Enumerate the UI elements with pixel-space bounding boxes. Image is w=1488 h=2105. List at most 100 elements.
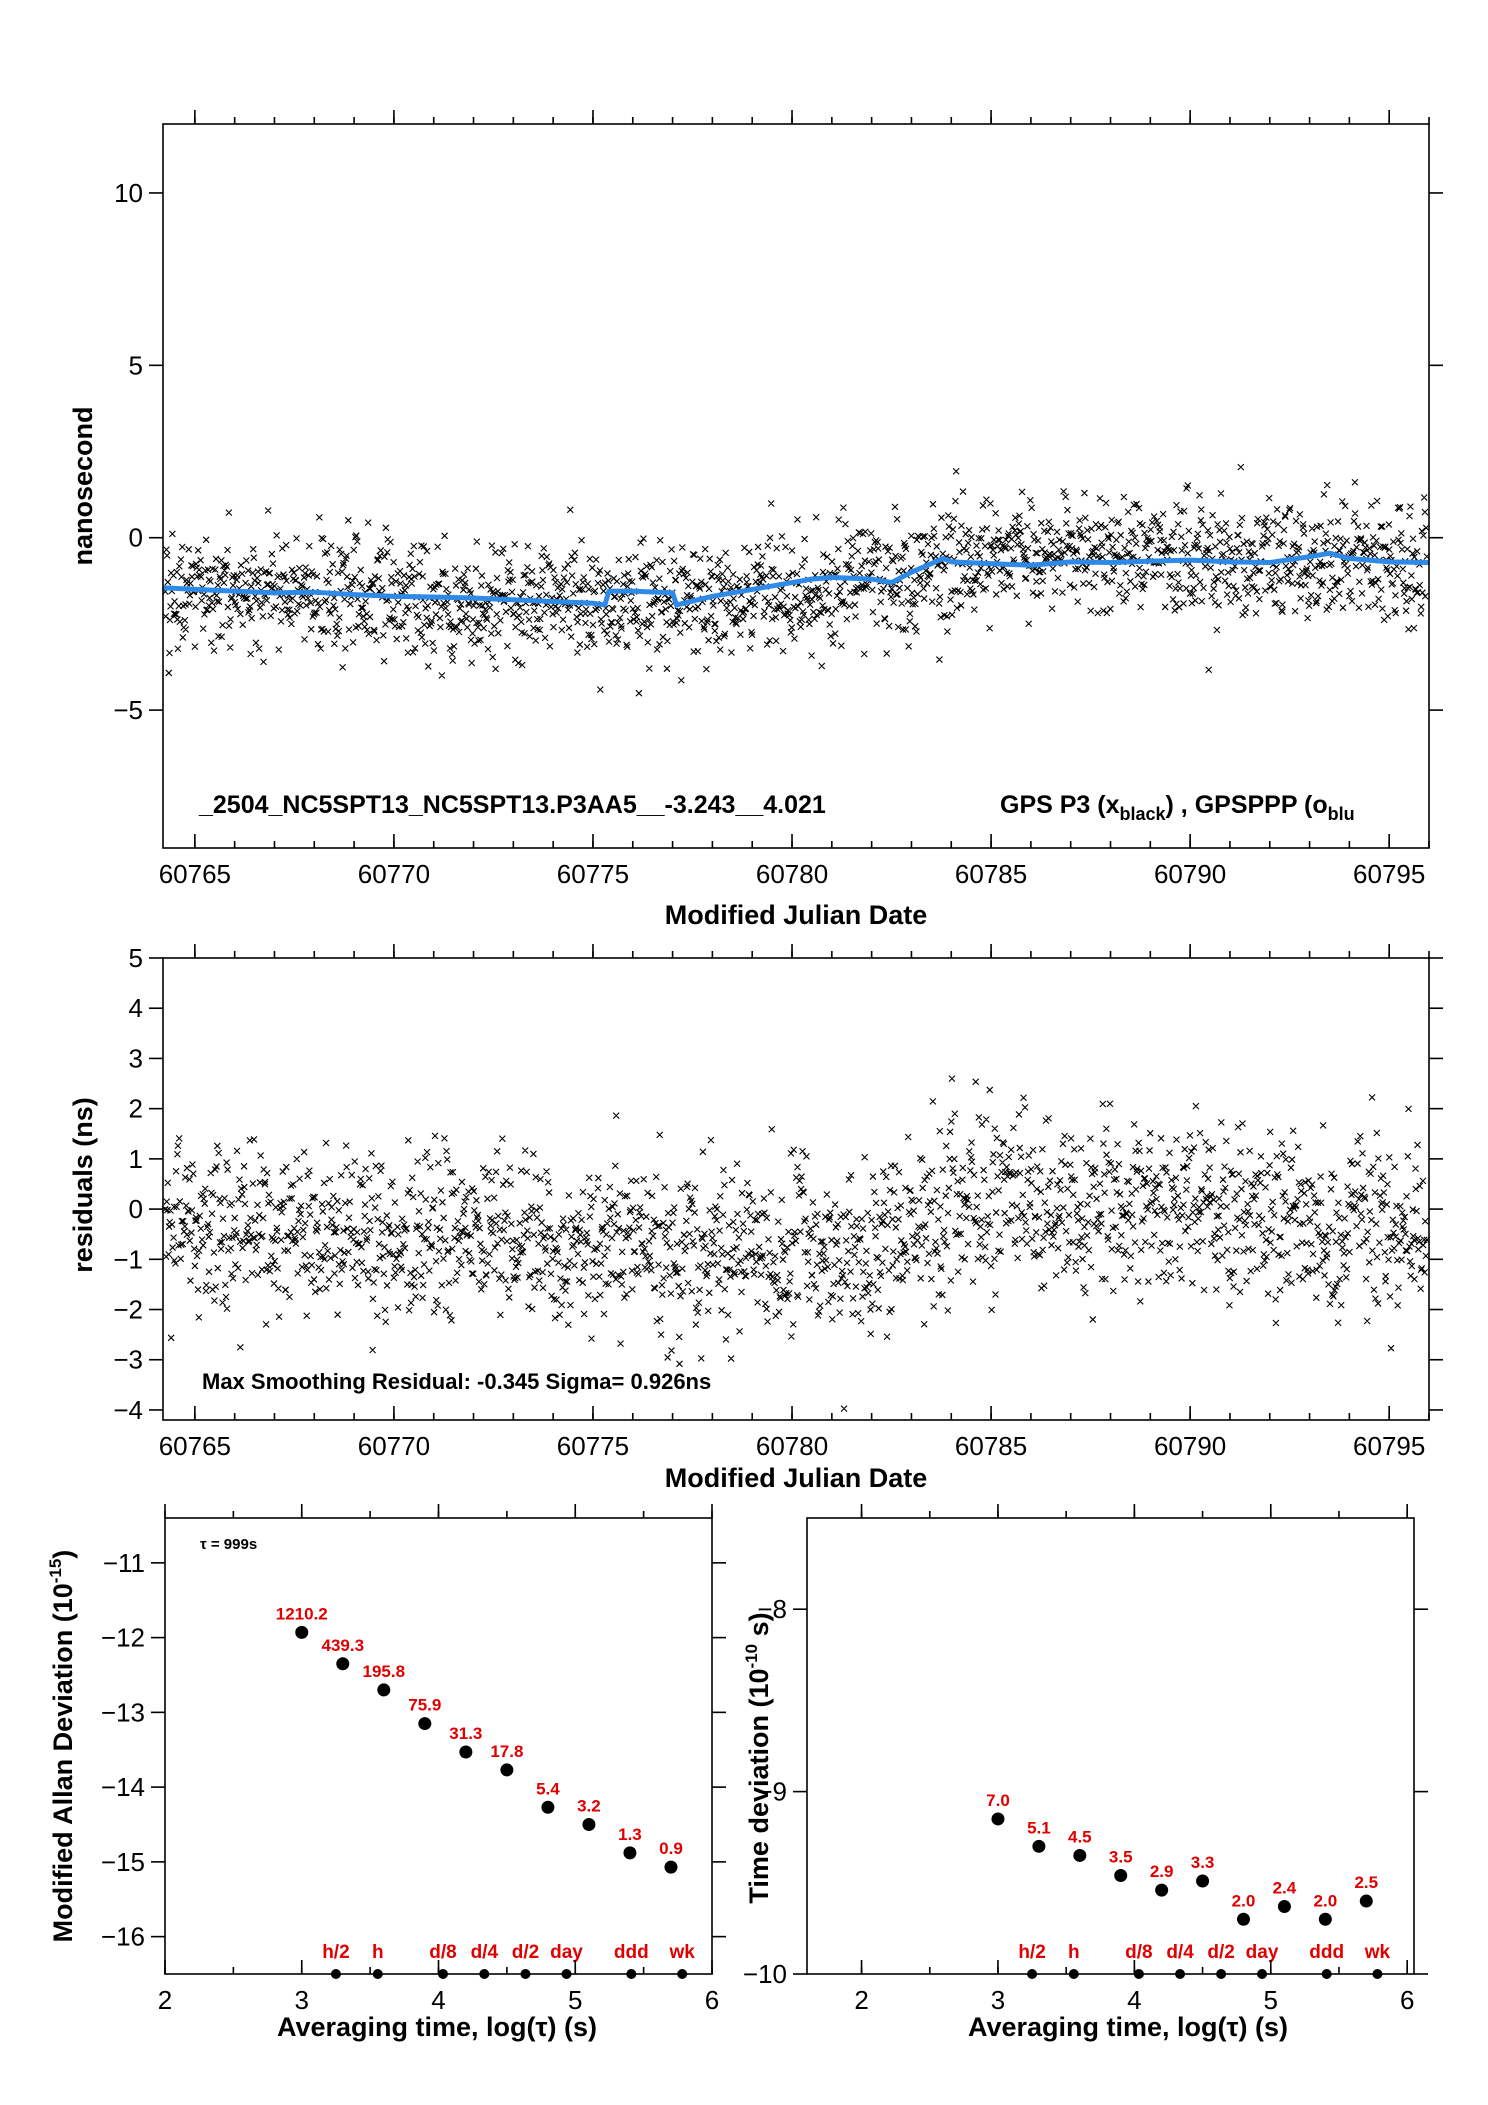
x-tick-label: 6 xyxy=(705,1985,719,2015)
x-tick-label: 60795 xyxy=(1353,859,1425,889)
point-label: 2.9 xyxy=(1150,1862,1174,1881)
panel-3-data: 1210.2 439.3 195.875.9 31.3 17.8 5.4 3.2 1.3 0.9… xyxy=(276,1604,696,1979)
x-tick-label: 60765 xyxy=(159,859,231,889)
panel-4-axes: 2 3 4 5 6 −10 −9 −8 xyxy=(743,1504,1428,2015)
y-tick-label: 5 xyxy=(129,943,143,973)
x-tick-label: 3 xyxy=(295,1985,309,2015)
panel-1-annotation: _2504_NC5SPT13_NC5SPT13.P3AA5__-3.243__4… xyxy=(198,791,826,819)
panel-2-annotation: Max Smoothing Residual: -0.345 Sigma= 0.… xyxy=(202,1369,711,1394)
y-tick-label: −13 xyxy=(101,1697,145,1727)
panel-4: 7.0 5.1 4.5 3.5 2.9 3.3 2.0 2.4 2.0 2.5 h/2 h d/8 d/4… xyxy=(742,1504,1428,2042)
panel-2: 60765 60770 60775 60780 60785 60790 60795 −4 −3 −… xyxy=(68,943,1443,1493)
y-tick-label: 0 xyxy=(129,523,143,553)
panel-4-ylabel: Time deviation (10-10 s) xyxy=(742,1612,774,1903)
point-label: 0.9 xyxy=(659,1839,683,1858)
deviation-point xyxy=(1359,1894,1373,1908)
panel-1-data xyxy=(161,463,1431,697)
point-label: 4.5 xyxy=(1068,1827,1092,1846)
deviation-point xyxy=(1114,1869,1128,1883)
x-tick-label: 5 xyxy=(1264,1985,1278,2015)
time-marker-label: d/4 xyxy=(1166,1942,1194,1963)
deviation-point xyxy=(1318,1912,1332,1926)
point-label: 5.1 xyxy=(1027,1818,1051,1837)
panel-3-ylabel-end: ) xyxy=(48,1550,78,1559)
panel-3-ylabel-sup: -15 xyxy=(46,1559,65,1584)
y-tick-label: −10 xyxy=(743,1959,787,1989)
y-tick-label: −15 xyxy=(101,1847,145,1877)
y-tick-label: 5 xyxy=(129,350,143,380)
time-marker-label: d/4 xyxy=(471,1942,499,1963)
y-tick-label: 3 xyxy=(129,1043,143,1073)
deviation-point xyxy=(500,1763,514,1777)
y-tick-label: −2 xyxy=(113,1295,143,1325)
y-tick-label: −8 xyxy=(757,1594,787,1624)
time-marker-label: wk xyxy=(1364,1942,1391,1963)
panel-1-axes: 60765 60770 60775 60780 60785 60790 60795 −5 0 5 1… xyxy=(113,110,1443,889)
series-x-markers xyxy=(161,1075,1431,1412)
x-tick-label: 60780 xyxy=(756,859,828,889)
panel-2-ylabel: residuals (ns) xyxy=(68,1097,98,1273)
point-label: 2.4 xyxy=(1273,1879,1297,1898)
x-tick-label: 60765 xyxy=(159,1431,231,1461)
time-marker-label: d/8 xyxy=(429,1942,456,1963)
deviation-point xyxy=(1277,1900,1291,1914)
deviation-point xyxy=(1155,1883,1169,1897)
time-marker-label: h/2 xyxy=(322,1942,349,1963)
point-label: 2.0 xyxy=(1314,1891,1338,1910)
panel-4-data: 7.0 5.1 4.5 3.5 2.9 3.3 2.0 2.4 2.0 2.5 h/2 h d/8 d/4… xyxy=(986,1791,1391,1979)
x-tick-label: 5 xyxy=(568,1985,582,2015)
deviation-point xyxy=(295,1625,309,1639)
panel-3-ylabel-main: Modified Allan Deviation (10 xyxy=(48,1583,78,1942)
deviation-point xyxy=(623,1846,637,1860)
time-marker-label: ddd xyxy=(614,1942,649,1963)
y-tick-label: 2 xyxy=(129,1094,143,1124)
deviation-point xyxy=(1236,1912,1250,1926)
y-tick-label: 4 xyxy=(129,993,143,1023)
panel-4-frame xyxy=(806,1517,1415,1975)
y-tick-label: −1 xyxy=(113,1244,143,1274)
y-tick-label: 10 xyxy=(114,178,143,208)
y-tick-label: −4 xyxy=(113,1395,143,1425)
panel-1-ylabel: nanosecond xyxy=(68,406,98,565)
panel-3: 1210.2 439.3 195.875.9 31.3 17.8 5.4 3.2 1.3 0.9… xyxy=(46,1504,726,2042)
x-tick-label: 60790 xyxy=(1154,859,1226,889)
deviation-point xyxy=(336,1657,350,1671)
time-marker-label: d/2 xyxy=(1207,1942,1234,1963)
x-tick-label: 4 xyxy=(1127,1985,1141,2015)
point-label: 439.3 xyxy=(322,1636,365,1655)
deviation-point xyxy=(582,1817,596,1831)
y-tick-label: −11 xyxy=(103,1548,145,1578)
deviation-point xyxy=(664,1860,678,1874)
x-tick-label: 3 xyxy=(991,1985,1005,2015)
x-tick-label: 60785 xyxy=(955,1431,1027,1461)
point-label: 1.3 xyxy=(618,1825,642,1844)
x-tick-label: 60790 xyxy=(1154,1431,1226,1461)
x-tick-label: 60785 xyxy=(955,859,1027,889)
series-o-blue-line xyxy=(162,550,1430,608)
deviation-point xyxy=(541,1800,555,1814)
panel-2-data xyxy=(161,1075,1431,1412)
panel-1: 60765 60770 60775 60780 60785 60790 60795 −5 0 5 1… xyxy=(68,110,1443,930)
panel-3-tau-note: τ = 999s xyxy=(200,1536,257,1553)
x-tick-label: 2 xyxy=(854,1985,868,2015)
panel-1-frame xyxy=(162,123,1430,849)
x-tick-label: 60780 xyxy=(756,1431,828,1461)
panel-3-ylabel: Modified Allan Deviation (10-15) xyxy=(46,1550,78,1943)
time-marker-label: h xyxy=(1068,1942,1080,1963)
point-label: 3.2 xyxy=(577,1796,601,1815)
point-label: 2.5 xyxy=(1354,1873,1378,1892)
panel-4-ylabel-end: s) xyxy=(744,1612,774,1644)
panel-1-xlabel: Modified Julian Date xyxy=(665,900,928,930)
panel-2-xlabel: Modified Julian Date xyxy=(665,1463,928,1493)
point-label: 3.5 xyxy=(1109,1848,1133,1867)
point-label: 2.0 xyxy=(1232,1891,1256,1910)
time-marker-label: wk xyxy=(669,1942,696,1963)
panel-3-axes: 2 3 4 5 6 −16 −15 −14 −13 −12 −11 xyxy=(101,1504,726,2015)
point-label: 3.3 xyxy=(1191,1853,1215,1872)
point-label: 7.0 xyxy=(986,1791,1010,1810)
series-x-markers xyxy=(161,463,1431,697)
y-tick-label: −12 xyxy=(101,1623,145,1653)
time-marker-label: d/8 xyxy=(1125,1942,1152,1963)
time-marker-label: h/2 xyxy=(1018,1942,1045,1963)
